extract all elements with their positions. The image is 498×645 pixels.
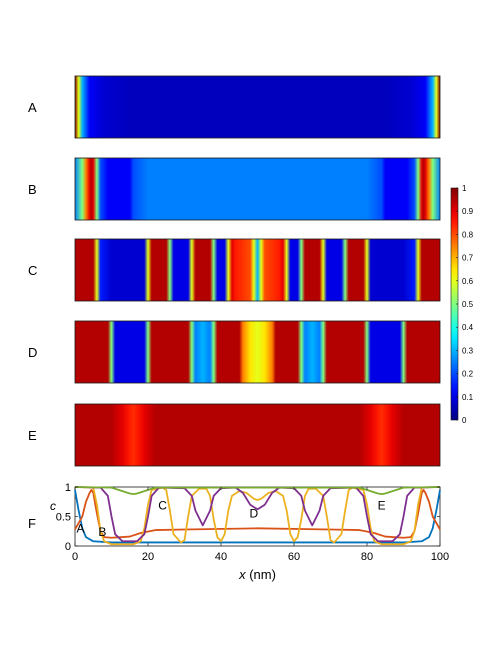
curve-annotation-a: A [76, 521, 84, 535]
y-tick-label: 1 [65, 482, 71, 494]
panel-label-b: B [28, 182, 37, 197]
y-tick-label: 0.5 [56, 512, 71, 524]
colorbar-tick-label: 0.6 [462, 277, 474, 286]
x-axis-label-unit: (nm) [246, 567, 276, 582]
line-series-2 [74, 489, 441, 539]
line-plot-area [74, 486, 441, 547]
line-series [74, 486, 441, 546]
panel-label-e: E [28, 428, 37, 443]
heatmap-panels: A B C D E [28, 75, 441, 467]
heatmap-e [74, 403, 441, 467]
curve-annotation-c: C [158, 498, 167, 512]
colorbar-tick-label: 0.3 [462, 346, 474, 355]
y-axis-label: c [50, 499, 56, 513]
line-series-3 [74, 486, 441, 546]
colorbar-ticks: 0 0.1 0.2 0.3 0.4 0.5 0.6 0.7 0.8 0.9 1 [456, 184, 474, 425]
x-tick-label: 40 [215, 551, 227, 563]
x-axis-label: x (nm) [238, 567, 276, 582]
colorbar-tick-label: 0.2 [462, 370, 474, 379]
line-panel-f: 0 20 40 60 80 100 0 0.5 1 A B C D E c x (nm) F [28, 482, 449, 582]
colorbar-tick-label: 0.7 [462, 254, 474, 263]
line-annotations: A B C D E [76, 498, 385, 539]
heatmap-b [74, 157, 441, 221]
x-tick-label: 0 [72, 551, 78, 563]
x-tick-label: 80 [361, 551, 373, 563]
colorbar-tick-label: 0 [462, 416, 467, 425]
panel-label-d: D [28, 345, 37, 360]
line-series-5 [74, 486, 441, 495]
line-series-4 [74, 486, 441, 543]
x-tick-label: 100 [431, 551, 449, 563]
curve-annotation-b: B [98, 525, 106, 539]
colorbar-tick-label: 0.1 [462, 393, 474, 402]
colorbar: 0 0.1 0.2 0.3 0.4 0.5 0.6 0.7 0.8 0.9 1 [450, 184, 474, 425]
heatmap-d [74, 320, 441, 384]
curve-annotation-e: E [378, 498, 386, 512]
y-tick-label: 0 [65, 541, 71, 553]
curve-annotation-d: D [250, 507, 259, 521]
heatmap-a [74, 75, 441, 139]
panel-label-f: F [28, 516, 36, 531]
line-series-1 [74, 489, 441, 544]
colorbar-tick-label: 1 [462, 184, 467, 193]
x-tick-label: 60 [288, 551, 300, 563]
x-tick-label: 20 [142, 551, 154, 563]
heatmap-c [74, 238, 441, 302]
colorbar-tick-label: 0.8 [462, 230, 474, 239]
x-axis-label-var: x [238, 567, 246, 582]
line-axis-ticks: 0 20 40 60 80 100 0 0.5 1 [56, 482, 449, 563]
colorbar-tick-label: 0.5 [462, 300, 474, 309]
panel-label-a: A [28, 100, 37, 115]
colorbar-tick-label: 0.9 [462, 207, 474, 216]
colorbar-tick-label: 0.4 [462, 323, 474, 332]
panel-label-c: C [28, 263, 37, 278]
